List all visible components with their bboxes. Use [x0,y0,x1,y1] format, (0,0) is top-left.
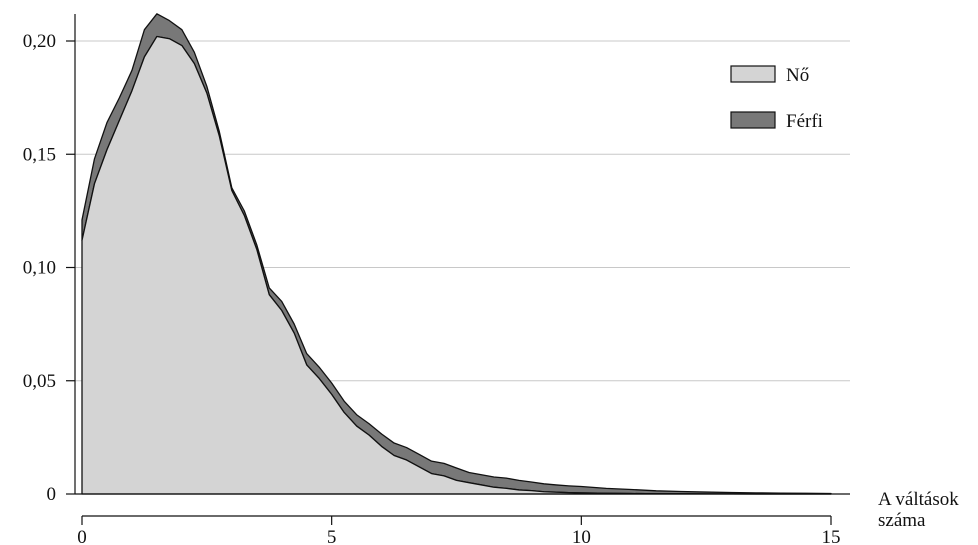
y-tick-label: 0,10 [23,258,56,279]
legend-label: Férfi [786,111,823,132]
legend: Nő Férfi [730,65,823,132]
x-tick-label: 10 [572,527,591,545]
y-axis-ticks: 0 0,05 0,10 0,15 0,20 [23,31,75,505]
legend-swatch [730,111,776,129]
y-tick-label: 0,20 [23,31,56,52]
plot-areas [81,13,832,495]
legend-label: Nő [786,65,809,86]
y-tick-label: 0,15 [23,144,56,165]
x-tick-label: 0 [77,527,87,545]
y-tick-label: 0,05 [23,371,56,392]
series-area-no [81,35,832,495]
legend-swatch [730,65,776,83]
x-tick-label: 15 [822,527,841,545]
x-axis-label: A váltások száma [878,489,959,531]
axes [74,14,850,517]
x-axis-ticks: 0 5 10 15 [77,516,841,545]
x-tick-label: 5 [327,527,337,545]
y-tick-label: 0 [47,484,57,505]
